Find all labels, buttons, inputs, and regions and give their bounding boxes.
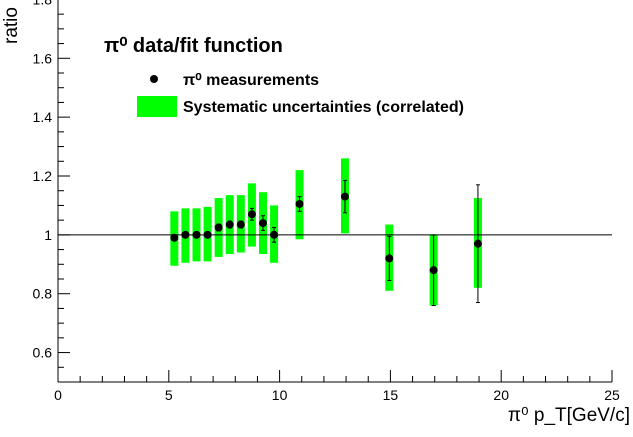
data-point xyxy=(295,199,304,208)
data-point xyxy=(429,266,438,275)
data-points xyxy=(170,179,482,306)
data-point xyxy=(181,230,190,239)
data-point xyxy=(214,223,223,232)
data-point xyxy=(170,233,179,242)
y-tick-label: 0.8 xyxy=(33,286,53,302)
y-tick-label: 0.6 xyxy=(33,345,53,361)
legend: π⁰ measurements Systematic uncertainties… xyxy=(137,72,464,117)
data-point xyxy=(385,254,394,263)
data-point xyxy=(340,192,349,201)
data-point xyxy=(473,239,482,248)
chart-title: π⁰ data/fit function xyxy=(104,35,283,57)
y-axis-title: ratio xyxy=(1,7,22,44)
legend-label-systematic: Systematic uncertainties (correlated) xyxy=(183,99,464,116)
x-tick-label: 0 xyxy=(54,387,62,403)
axes: 0 5 10 15 20 25 0.6 0.8 1 1.2 1.4 1.6 1.8 xyxy=(33,0,620,403)
data-point xyxy=(203,230,212,239)
x-tick-label: 5 xyxy=(165,387,173,403)
legend-label-measurements: π⁰ measurements xyxy=(183,72,319,89)
data-point xyxy=(247,210,256,219)
y-tick-label: 1 xyxy=(44,227,52,243)
data-point xyxy=(192,230,201,239)
x-axis-title: π⁰ p_T[GeV/c] xyxy=(508,405,630,426)
x-tick-label: 25 xyxy=(604,387,620,403)
data-point xyxy=(225,220,234,229)
y-tick-label: 1.8 xyxy=(33,0,53,7)
data-point xyxy=(270,230,279,239)
data-point xyxy=(258,219,267,228)
x-tick-label: 10 xyxy=(272,387,288,403)
data-point xyxy=(236,220,245,229)
legend-swatch-systematic xyxy=(137,96,177,117)
y-tick-label: 1.2 xyxy=(33,168,53,184)
y-tick-label: 1.6 xyxy=(33,50,53,66)
x-tick-label: 15 xyxy=(383,387,399,403)
y-tick-label: 1.4 xyxy=(33,109,53,125)
x-tick-label: 20 xyxy=(493,387,509,403)
legend-marker-measurements xyxy=(150,75,158,83)
